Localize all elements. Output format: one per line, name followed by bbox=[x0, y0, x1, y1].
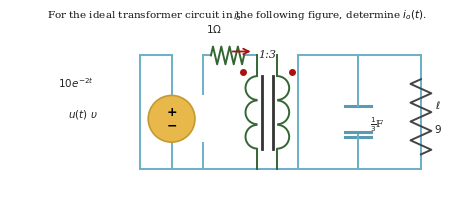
Circle shape bbox=[148, 95, 195, 142]
Text: +: + bbox=[166, 107, 177, 119]
Text: $9$: $9$ bbox=[434, 123, 442, 135]
Text: $10e^{-2t}$: $10e^{-2t}$ bbox=[58, 76, 94, 90]
Text: $\ell$: $\ell$ bbox=[435, 99, 441, 111]
Text: For the ideal transformer circuit in the following figure, determine $i_o(t)$.: For the ideal transformer circuit in the… bbox=[47, 8, 427, 22]
Text: $u(t)\ \upsilon$: $u(t)\ \upsilon$ bbox=[68, 108, 98, 121]
Text: $\frac{1}{3}$F: $\frac{1}{3}$F bbox=[370, 115, 384, 134]
Text: 1:3: 1:3 bbox=[258, 50, 276, 60]
Text: −: − bbox=[166, 119, 177, 132]
Text: $1\Omega$: $1\Omega$ bbox=[206, 23, 222, 35]
Text: $i_o$: $i_o$ bbox=[233, 9, 241, 23]
